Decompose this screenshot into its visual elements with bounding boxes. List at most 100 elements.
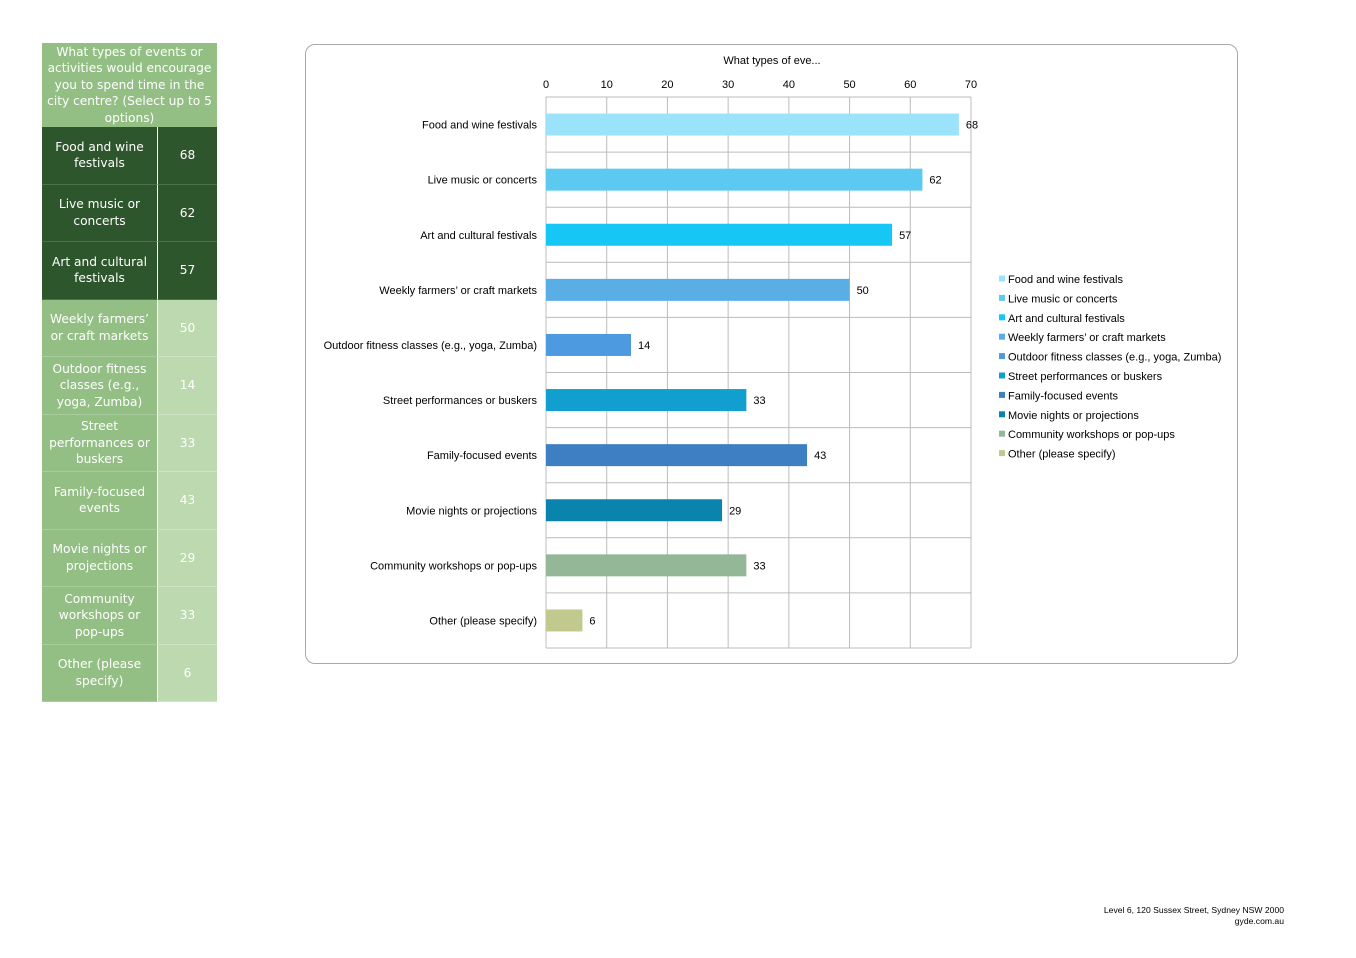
bar xyxy=(546,389,747,412)
legend-label: Movie nights or projections xyxy=(1008,410,1139,422)
table-row-label: Community workshops or pop-ups xyxy=(42,587,158,645)
legend-swatch xyxy=(999,430,1005,437)
data-label: 50 xyxy=(857,285,869,297)
category-label: Outdoor fitness classes (e.g., yoga, Zum… xyxy=(324,340,537,352)
bar xyxy=(546,554,747,577)
table-row-label: Live music or concerts xyxy=(42,184,158,242)
table-row-value: 50 xyxy=(158,299,217,357)
legend-swatch xyxy=(999,411,1005,418)
category-label: Food and wine festivals xyxy=(422,120,537,132)
table-row-value: 43 xyxy=(158,472,217,530)
data-label: 6 xyxy=(589,615,595,627)
legend-swatch xyxy=(999,314,1005,321)
category-label: Live music or concerts xyxy=(428,175,538,187)
table-row-value: 14 xyxy=(158,357,217,415)
data-label: 14 xyxy=(638,340,650,352)
x-tick-label: 70 xyxy=(965,79,977,91)
bar xyxy=(546,609,583,632)
legend-swatch xyxy=(999,275,1005,282)
table-row: Community workshops or pop-ups 33 xyxy=(42,587,217,645)
chart-title: What types of eve... xyxy=(723,55,820,67)
table-row-label: Art and cultural festivals xyxy=(42,242,158,300)
bar-chart: What types of eve... 0 10 20 30 40 50 60 70 Foo… xyxy=(324,55,1221,649)
legend-label: Other (please specify) xyxy=(1008,449,1116,461)
table-row-label: Movie nights or projections xyxy=(42,529,158,587)
x-tick-label: 0 xyxy=(543,79,549,91)
table-row: Outdoor fitness classes (e.g., yoga, Zum… xyxy=(42,357,217,415)
table-row-label: Other (please specify) xyxy=(42,644,158,702)
bar xyxy=(546,499,723,522)
table-row-value: 57 xyxy=(158,242,217,300)
legend-swatch xyxy=(999,450,1005,457)
data-label: 29 xyxy=(729,505,741,517)
bar xyxy=(546,113,959,136)
table-row-value: 33 xyxy=(158,587,217,645)
legend-label: Family-focused events xyxy=(1008,390,1119,402)
x-tick-label: 30 xyxy=(722,79,734,91)
data-label: 33 xyxy=(753,560,765,572)
footer-address: Level 6, 120 Sussex Street, Sydney NSW 2… xyxy=(1103,905,1284,915)
footer: Level 6, 120 Sussex Street, Sydney NSW 2… xyxy=(1104,905,1284,927)
table-header: What types of events or activities would… xyxy=(42,43,217,127)
bar-series: Food and wine festivals 68 Live music or c… xyxy=(324,113,978,632)
table-row-label: Outdoor fitness classes (e.g., yoga, Zum… xyxy=(42,357,158,415)
x-tick-label: 20 xyxy=(661,79,673,91)
table-row-value: 33 xyxy=(158,414,217,472)
table-row: Weekly farmers’ or craft markets 50 xyxy=(42,299,217,357)
summary-table: What types of events or activities would… xyxy=(42,43,217,702)
footer-website: gyde.com.au xyxy=(1234,916,1284,926)
legend-swatch xyxy=(999,372,1005,379)
legend-label: Street performances or buskers xyxy=(1008,371,1163,383)
legend-swatch xyxy=(999,294,1005,301)
legend-swatch xyxy=(999,353,1005,360)
table-row: Food and wine festivals 68 xyxy=(42,127,217,185)
data-label: 33 xyxy=(753,395,765,407)
data-label: 57 xyxy=(899,230,911,242)
x-tick-label: 10 xyxy=(601,79,613,91)
x-tick-label: 60 xyxy=(904,79,916,91)
legend-label: Art and cultural festivals xyxy=(1008,313,1125,325)
bar xyxy=(546,223,893,246)
table-row: Other (please specify) 6 xyxy=(42,644,217,702)
table-row-label: Weekly farmers’ or craft markets xyxy=(42,299,158,357)
table-row: Street performances or buskers 33 xyxy=(42,414,217,472)
legend-swatch xyxy=(999,333,1005,340)
legend-swatch xyxy=(999,391,1005,398)
legend-label: Outdoor fitness classes (e.g., yoga, Zum… xyxy=(1008,352,1221,364)
legend-label: Community workshops or pop-ups xyxy=(1008,429,1175,441)
category-label: Street performances or buskers xyxy=(383,395,538,407)
legend-label: Weekly farmers’ or craft markets xyxy=(1008,332,1166,344)
table-row-value: 29 xyxy=(158,529,217,587)
data-label: 68 xyxy=(966,120,978,132)
table-row: Family-focused events 43 xyxy=(42,472,217,530)
category-label: Weekly farmers’ or craft markets xyxy=(379,285,537,297)
bar xyxy=(546,444,808,467)
chart-legend: Food and wine festivals Live music or con… xyxy=(999,274,1221,461)
category-label: Art and cultural festivals xyxy=(420,230,537,242)
category-label: Community workshops or pop-ups xyxy=(370,560,537,572)
table-row-value: 6 xyxy=(158,644,217,702)
table-row: Art and cultural festivals 57 xyxy=(42,242,217,300)
table-row-label: Family-focused events xyxy=(42,472,158,530)
table-row-label: Food and wine festivals xyxy=(42,127,158,185)
legend-label: Live music or concerts xyxy=(1008,293,1118,305)
data-label: 62 xyxy=(929,175,941,187)
chart-card: What types of eve... 0 10 20 30 40 50 60 70 Foo… xyxy=(305,44,1238,664)
category-label: Movie nights or projections xyxy=(406,505,537,517)
bar xyxy=(546,168,923,191)
category-label: Other (please specify) xyxy=(429,615,537,627)
x-tick-label: 40 xyxy=(783,79,795,91)
table-row-label: Street performances or buskers xyxy=(42,414,158,472)
data-label: 43 xyxy=(814,450,826,462)
table-row-value: 68 xyxy=(158,127,217,185)
table-body: Food and wine festivals 68 Live music or c… xyxy=(42,127,217,702)
legend-label: Food and wine festivals xyxy=(1008,274,1123,286)
x-axis-ticks: 0 10 20 30 40 50 60 70 xyxy=(543,79,977,91)
table-row: Movie nights or projections 29 xyxy=(42,529,217,587)
x-tick-label: 50 xyxy=(843,79,855,91)
bar xyxy=(546,333,631,356)
category-label: Family-focused events xyxy=(427,450,538,462)
bar xyxy=(546,278,850,301)
table-row-value: 62 xyxy=(158,184,217,242)
table-row: Live music or concerts 62 xyxy=(42,184,217,242)
